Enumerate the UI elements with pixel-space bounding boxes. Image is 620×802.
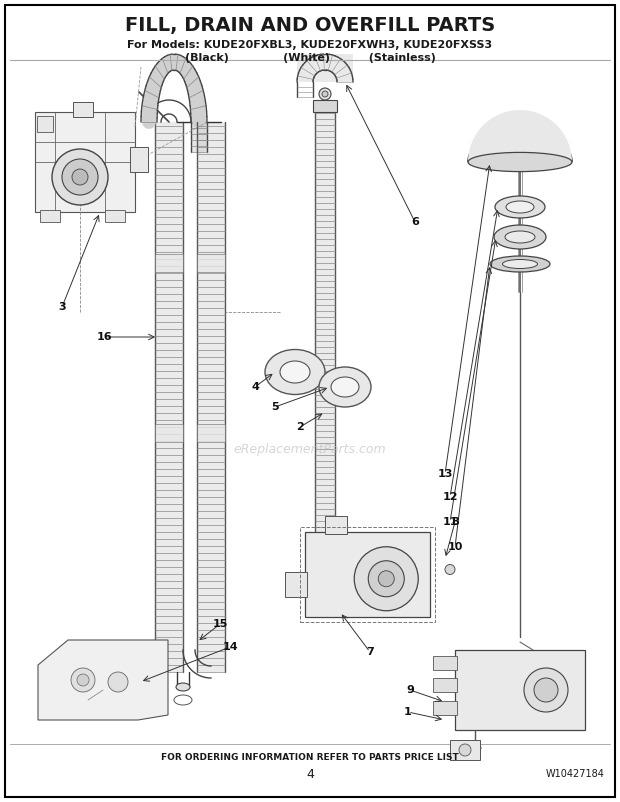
Circle shape [378, 571, 394, 587]
Bar [305, 532, 430, 617]
Circle shape [322, 91, 328, 97]
Text: 2: 2 [296, 422, 304, 432]
Bar [297, 54, 353, 82]
Bar [155, 122, 183, 672]
Text: 4: 4 [251, 382, 259, 392]
Bar [40, 210, 60, 222]
Bar [191, 122, 207, 152]
Ellipse shape [505, 231, 535, 243]
Circle shape [72, 169, 88, 185]
Bar [455, 650, 585, 730]
Text: 10: 10 [447, 542, 463, 552]
Ellipse shape [176, 683, 190, 691]
Text: 3: 3 [58, 302, 66, 312]
Bar [433, 656, 457, 670]
Bar [300, 527, 435, 622]
Bar [313, 100, 337, 112]
Circle shape [319, 88, 331, 100]
Ellipse shape [319, 367, 371, 407]
Bar [315, 112, 335, 557]
Text: 9: 9 [406, 685, 414, 695]
Circle shape [368, 561, 404, 597]
Circle shape [77, 674, 89, 686]
Circle shape [52, 149, 108, 205]
Ellipse shape [494, 225, 546, 249]
Bar [325, 516, 347, 534]
Text: FILL, DRAIN AND OVERFILL PARTS: FILL, DRAIN AND OVERFILL PARTS [125, 15, 495, 34]
Text: 1: 1 [404, 707, 412, 717]
Bar [73, 102, 93, 117]
Circle shape [71, 668, 95, 692]
Circle shape [108, 672, 128, 692]
Bar [433, 678, 457, 692]
Bar [197, 254, 225, 272]
Text: 5: 5 [271, 402, 279, 412]
Text: 15: 15 [212, 619, 228, 629]
Ellipse shape [469, 744, 481, 751]
Text: 13: 13 [437, 469, 453, 479]
Ellipse shape [265, 350, 325, 395]
Circle shape [62, 159, 98, 195]
Text: 16: 16 [97, 332, 113, 342]
Bar [37, 116, 53, 132]
Ellipse shape [490, 256, 550, 272]
Ellipse shape [331, 377, 359, 397]
Bar [285, 572, 307, 597]
Text: 7: 7 [366, 647, 374, 657]
Text: W10427184: W10427184 [546, 769, 605, 779]
Bar [197, 424, 225, 442]
Polygon shape [38, 640, 168, 720]
Text: (Black)              (White)          (Stainless): (Black) (White) (Stainless) [185, 53, 435, 63]
Ellipse shape [495, 196, 545, 218]
Circle shape [459, 744, 471, 756]
Ellipse shape [502, 260, 538, 269]
Bar [155, 424, 183, 442]
Bar [197, 122, 225, 672]
Bar [35, 112, 135, 212]
Text: 8: 8 [451, 517, 459, 527]
Text: 12: 12 [442, 492, 458, 502]
Ellipse shape [468, 152, 572, 172]
Bar [105, 210, 125, 222]
Bar [130, 147, 148, 172]
Text: 6: 6 [411, 217, 419, 227]
Text: eReplacementParts.com: eReplacementParts.com [234, 443, 386, 456]
Text: 14: 14 [222, 642, 238, 652]
Text: 4: 4 [306, 768, 314, 780]
Circle shape [445, 565, 455, 574]
Text: For Models: KUDE20FXBL3, KUDE20FXWH3, KUDE20FXSS3: For Models: KUDE20FXBL3, KUDE20FXWH3, KU… [128, 40, 492, 50]
Circle shape [524, 668, 568, 712]
Circle shape [354, 547, 419, 611]
Bar [155, 254, 183, 272]
Text: 11: 11 [442, 517, 458, 527]
Bar [433, 701, 457, 715]
Ellipse shape [506, 201, 534, 213]
Text: FOR ORDERING INFORMATION REFER TO PARTS PRICE LIST: FOR ORDERING INFORMATION REFER TO PARTS … [161, 752, 459, 762]
Ellipse shape [280, 361, 310, 383]
Bar [450, 740, 480, 760]
Circle shape [534, 678, 558, 702]
Wedge shape [468, 110, 572, 162]
